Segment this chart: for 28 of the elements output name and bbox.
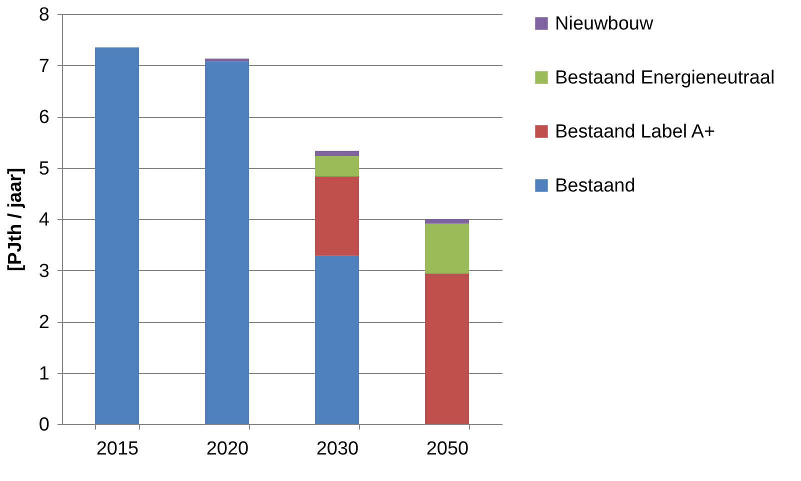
- bar: [425, 273, 469, 424]
- bar: [205, 61, 249, 424]
- bar: [315, 256, 359, 424]
- legend-label: Bestaand: [555, 176, 636, 196]
- bar: [425, 224, 469, 274]
- bar: [95, 47, 139, 424]
- y-tick-label: 2: [38, 312, 50, 333]
- y-tick-label: 8: [38, 4, 50, 26]
- x-tick-label: 2020: [206, 438, 249, 460]
- legend-label: Nieuwbouw: [555, 14, 654, 34]
- bar: [425, 219, 469, 224]
- bar: [205, 58, 249, 62]
- legend-label: Bestaand Label A+: [555, 122, 716, 142]
- y-tick-label: 5: [38, 158, 50, 180]
- y-tick-label: 3: [38, 260, 50, 282]
- x-tick-label: 2030: [316, 438, 359, 460]
- bar: [315, 176, 359, 256]
- y-tick-label: 6: [38, 107, 50, 128]
- y-tick-label: 4: [38, 210, 50, 230]
- x-tick-label: 2015: [96, 438, 139, 460]
- y-tick-label: 7: [38, 56, 50, 77]
- x-tick-label: 2050: [426, 438, 469, 460]
- y-tick-label: 0: [38, 414, 50, 436]
- y-axis-title: [PJth / jaar]: [4, 168, 26, 272]
- legend-label: Bestaand Energieneutraal: [555, 68, 775, 88]
- bar: [315, 150, 359, 156]
- y-tick-label: 1: [38, 363, 50, 384]
- bar: [315, 156, 359, 176]
